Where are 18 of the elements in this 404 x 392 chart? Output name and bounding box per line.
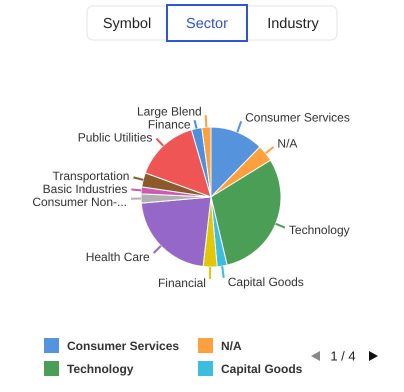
legend-label: Technology — [67, 362, 134, 376]
legend-label: Capital Goods — [221, 362, 303, 376]
slice-label: Consumer Non-... — [32, 195, 128, 210]
slice-label: Consumer Services — [245, 110, 350, 125]
text: 1 / 4 — [330, 348, 356, 364]
slice-label: Basic Industries — [42, 182, 128, 196]
legend-label: Consumer Services — [67, 339, 180, 354]
slice-label: Finance — [148, 117, 191, 132]
slice-label: Large Blend — [137, 104, 202, 118]
slice-label: Health Care — [86, 250, 150, 264]
slice-label: N/A — [277, 136, 298, 150]
legend-label: N/A — [221, 339, 242, 354]
slice-label: Financial — [158, 276, 206, 290]
slice-label: Transportation — [52, 169, 130, 184]
slice-label: Capital Goods — [228, 275, 304, 290]
slice-label: Public Utilities — [78, 130, 152, 144]
slice-label: Technology — [288, 223, 350, 238]
tab-bar: Symbol Sector Industry — [86, 4, 338, 42]
